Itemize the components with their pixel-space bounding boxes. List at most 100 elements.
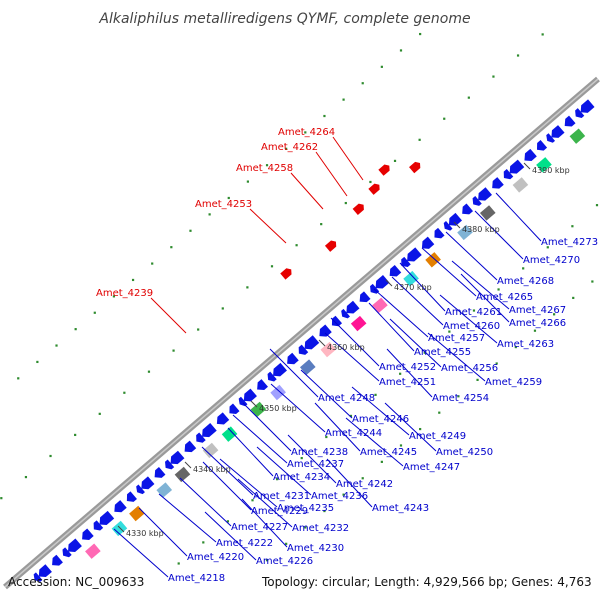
skew-dot bbox=[24, 475, 28, 479]
skew-dot bbox=[197, 328, 200, 331]
gene-label[interactable]: Amet_4229 bbox=[251, 506, 308, 517]
gene-label[interactable]: Amet_4267 bbox=[509, 305, 566, 316]
gene-label[interactable]: Amet_4236 bbox=[311, 491, 368, 502]
label-leader-line bbox=[219, 458, 278, 508]
gene-label[interactable]: Amet_4243 bbox=[372, 503, 429, 514]
label-leader-line bbox=[474, 210, 524, 260]
gene-arrow bbox=[33, 572, 43, 582]
gene-arrow bbox=[551, 125, 565, 138]
skew-dot bbox=[399, 49, 403, 52]
skew-dot bbox=[325, 435, 328, 439]
gene-label[interactable]: Amet_4265 bbox=[476, 292, 533, 303]
gene-arrow bbox=[62, 547, 72, 558]
scale-label: 4380 kbp bbox=[462, 225, 500, 234]
gene-label[interactable]: Amet_4246 bbox=[352, 414, 409, 425]
gene-arrow bbox=[68, 538, 82, 552]
gene-label[interactable]: Amet_4239 bbox=[96, 288, 153, 299]
scale-tick bbox=[117, 525, 125, 533]
cog-box bbox=[457, 224, 473, 241]
label-leader-line bbox=[439, 294, 498, 344]
label-leader-line bbox=[249, 208, 287, 244]
gene-label[interactable]: Amet_4266 bbox=[509, 318, 566, 329]
gene-label[interactable]: Amet_4259 bbox=[485, 377, 542, 388]
gene-arrow bbox=[407, 247, 422, 262]
gene-label[interactable]: Amet_4244 bbox=[325, 428, 382, 439]
skew-dot bbox=[380, 460, 383, 463]
label-leader-line bbox=[391, 276, 444, 326]
gene-label[interactable]: Amet_4237 bbox=[287, 459, 344, 470]
skew-dot bbox=[533, 329, 537, 332]
gene-label[interactable]: Amet_4251 bbox=[379, 377, 436, 388]
label-leader-line bbox=[202, 461, 252, 511]
skew-dot bbox=[467, 96, 470, 99]
label-leader-line bbox=[242, 402, 292, 452]
gene-label[interactable]: Amet_4263 bbox=[497, 339, 554, 350]
gene-arrow bbox=[243, 388, 257, 402]
gene-label[interactable]: Amet_4261 bbox=[445, 307, 502, 318]
skew-dot bbox=[304, 131, 307, 134]
gene-arrow bbox=[287, 352, 299, 365]
gene-label[interactable]: Amet_4242 bbox=[336, 479, 393, 490]
skew-dot bbox=[571, 225, 574, 228]
gene-label[interactable]: Amet_4255 bbox=[414, 347, 471, 358]
gene-label[interactable]: Amet_4258 bbox=[236, 163, 293, 174]
scale-tick bbox=[453, 221, 461, 229]
gene-label[interactable]: Amet_4234 bbox=[273, 472, 330, 483]
gene-label[interactable]: Amet_4247 bbox=[403, 462, 460, 473]
gene-arrow bbox=[346, 300, 360, 314]
gene-label[interactable]: Amet_4256 bbox=[441, 363, 498, 374]
cog-box bbox=[350, 315, 367, 332]
gene-label[interactable]: Amet_4245 bbox=[360, 447, 417, 458]
skew-dot bbox=[418, 138, 421, 141]
gene-label[interactable]: Amet_4254 bbox=[432, 393, 489, 404]
gene-label[interactable]: Amet_4222 bbox=[216, 538, 273, 549]
skew-dot bbox=[285, 542, 288, 545]
gene-label[interactable]: Amet_4273 bbox=[541, 237, 598, 248]
scale-labels: 4330 kbp 4340 kbp 4350 kbp 4360 kbp 4370 kbp… bbox=[117, 162, 570, 538]
scale-tick bbox=[184, 461, 192, 469]
skew-dot bbox=[112, 295, 116, 298]
label-leader-line bbox=[204, 511, 257, 561]
cog-box bbox=[403, 270, 419, 287]
skew-dot bbox=[457, 395, 460, 398]
gene-label[interactable]: Amet_4220 bbox=[187, 552, 244, 563]
gene-label[interactable]: Amet_4252 bbox=[379, 362, 436, 373]
skew-dot bbox=[342, 493, 345, 496]
gene-label[interactable]: Amet_4218 bbox=[168, 573, 225, 584]
gene-labels: Amet_4264 Amet_4262 Amet_4258 Amet_4253 Amet… bbox=[96, 127, 598, 584]
gene-label[interactable]: Amet_4226 bbox=[256, 556, 313, 567]
gene-label[interactable]: Amet_4257 bbox=[428, 333, 485, 344]
gene-label[interactable]: Amet_4249 bbox=[409, 431, 466, 442]
gene-label[interactable]: Amet_4227 bbox=[231, 522, 288, 533]
skew-dot bbox=[476, 378, 479, 381]
skew-dot bbox=[514, 345, 517, 349]
gene-label[interactable]: Amet_4250 bbox=[436, 447, 493, 458]
skew-dot bbox=[270, 265, 274, 268]
label-leader-line bbox=[138, 507, 188, 557]
skew-dot bbox=[323, 114, 326, 118]
gene-label[interactable]: Amet_4238 bbox=[291, 447, 348, 458]
gene-label[interactable]: Amet_4231 bbox=[253, 491, 310, 502]
gene-label[interactable]: Amet_4270 bbox=[523, 255, 580, 266]
skew-dot bbox=[423, 351, 426, 354]
gene-label[interactable]: Amet_4232 bbox=[292, 523, 349, 534]
label-leader-line bbox=[421, 247, 477, 297]
label-leader-line bbox=[332, 136, 364, 181]
gene-label[interactable]: Amet_4230 bbox=[287, 543, 344, 554]
skew-dot bbox=[49, 454, 52, 458]
gene-label[interactable]: Amet_4253 bbox=[195, 199, 252, 210]
gene-label[interactable]: Amet_4260 bbox=[443, 321, 500, 332]
gene-arrow bbox=[38, 564, 52, 578]
gene-label[interactable]: Amet_4268 bbox=[497, 276, 554, 287]
gene-arrow bbox=[184, 440, 197, 453]
gene-label[interactable]: Amet_4262 bbox=[261, 142, 318, 153]
gene-label[interactable]: Amet_4264 bbox=[278, 127, 335, 138]
gene-arrow bbox=[472, 196, 482, 206]
skew-dot bbox=[276, 478, 279, 481]
skew-dot bbox=[369, 180, 372, 184]
skew-dot bbox=[98, 412, 101, 415]
label-leader-line bbox=[330, 317, 380, 367]
label-leader-line bbox=[287, 434, 337, 484]
gene-label[interactable]: Amet_4235 bbox=[277, 503, 334, 514]
gene-label[interactable]: Amet_4248 bbox=[318, 393, 375, 404]
